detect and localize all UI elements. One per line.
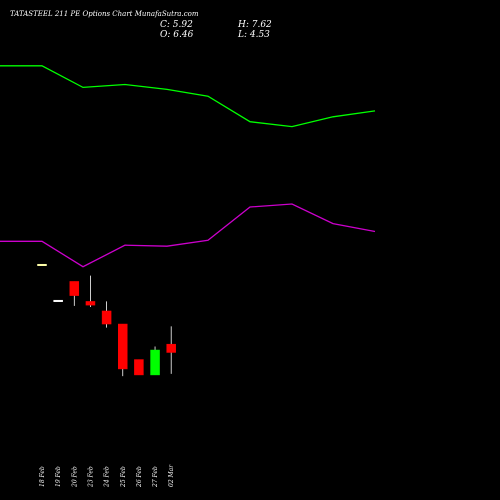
candle-19-feb	[53, 299, 63, 302]
close-readout: C: 5.92	[160, 20, 193, 30]
date-tick-label: 18 Feb	[39, 466, 46, 487]
candle-18-feb	[37, 263, 47, 266]
candle-body	[150, 349, 160, 376]
date-tick-label: 24 Feb	[104, 466, 111, 488]
candle-27-feb	[150, 346, 160, 376]
candle-body	[101, 310, 112, 325]
candle-23-feb	[85, 275, 96, 307]
candles	[37, 263, 176, 377]
date-tick-label: 02 Mar	[168, 464, 175, 487]
date-tick-label: 20 Feb	[71, 466, 78, 488]
low-readout: L: 4.53	[237, 30, 270, 40]
candle-25-feb	[118, 323, 128, 377]
date-tick-label: 26 Feb	[136, 466, 143, 488]
indicator-line-2	[0, 203, 376, 268]
date-axis: 18 Feb 19 Feb 20 Feb 23 Feb 24 Feb 25 Feb 26 F…	[39, 464, 175, 488]
candle-26-feb	[134, 359, 144, 376]
open-readout: O: 6.46	[160, 30, 194, 40]
candle-24-feb	[101, 301, 112, 328]
indicator-lines	[0, 65, 376, 268]
candle-body	[134, 359, 144, 376]
date-tick-label: 25 Feb	[120, 466, 127, 488]
candle-body	[166, 343, 176, 353]
date-tick-label: 27 Feb	[152, 466, 159, 488]
candle-body	[37, 263, 47, 266]
date-tick-label: 19 Feb	[55, 466, 62, 487]
date-tick-label: 23 Feb	[87, 466, 94, 488]
candle-body	[53, 299, 63, 302]
candle-body	[69, 281, 80, 296]
candle-20-feb	[69, 281, 80, 306]
candle-body	[85, 301, 96, 306]
chart-title: TATASTEEL 211 PE Options Chart MunafaSut…	[10, 10, 199, 18]
candle-body	[118, 323, 128, 370]
candle-02-mar	[166, 326, 176, 374]
high-readout: H: 7.62	[237, 20, 272, 30]
indicator-line-1	[0, 65, 376, 128]
